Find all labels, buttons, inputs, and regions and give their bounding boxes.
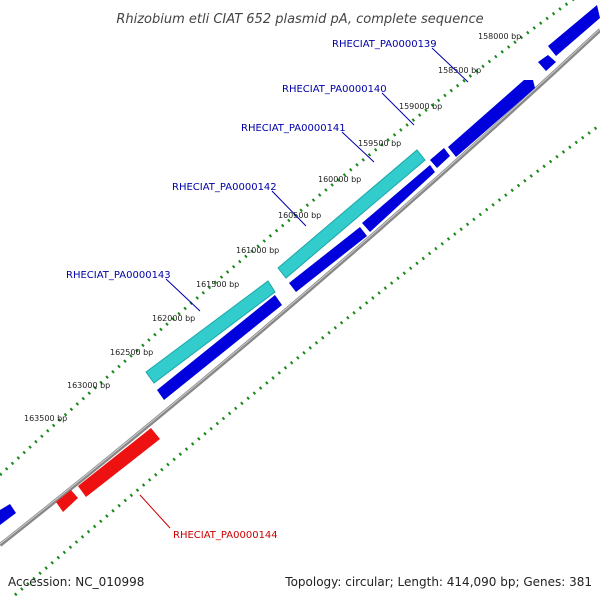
gene-arrow-142[interactable]	[362, 165, 435, 232]
backbone-line	[0, 28, 600, 547]
map-title: Rhizobium etli CIAT 652 plasmid pA, comp…	[116, 12, 483, 27]
tick-label-158500: 158500 bp	[438, 66, 481, 75]
tick-label-160000: 160000 bp	[318, 175, 361, 184]
gene-label-140[interactable]: RHECIAT_PA0000140	[282, 84, 387, 95]
leader-141	[341, 131, 375, 163]
outer-tick-arc-upper	[0, 0, 575, 477]
gene-arrow-143[interactable]	[289, 227, 367, 292]
tick-label-160500: 160500 bp	[278, 211, 321, 220]
accession-text: Accession: NC_010998	[8, 575, 144, 589]
tick-label-162500: 162500 bp	[110, 348, 153, 357]
tick-label-163500: 163500 bp	[24, 414, 67, 423]
gene-label-142[interactable]: RHECIAT_PA0000142	[172, 182, 277, 193]
forward-genes	[0, 5, 600, 525]
label-leaders	[139, 47, 469, 529]
tick-label-158000: 158000 bp	[478, 32, 521, 41]
gene-arrow-140[interactable]	[448, 80, 535, 157]
gene-cyan-upper[interactable]	[277, 149, 426, 279]
gene-arrow-144b[interactable]	[56, 490, 78, 512]
tick-label-161000: 161000 bp	[236, 246, 279, 255]
gene-cyan-lower[interactable]	[145, 280, 276, 384]
gene-label-139[interactable]: RHECIAT_PA0000139	[332, 39, 437, 50]
tick-label-159000: 159000 bp	[399, 102, 442, 111]
tick-label-162000: 162000 bp	[152, 314, 195, 323]
leader-142	[271, 190, 307, 227]
gene-label-141[interactable]: RHECIAT_PA0000141	[241, 123, 346, 134]
tick-labels: 158000 bp 158500 bp 159000 bp 159500 bp …	[24, 32, 521, 423]
tick-label-159500: 159500 bp	[358, 139, 401, 148]
gene-arrow-139b[interactable]	[538, 55, 556, 71]
gene-arrow-139[interactable]	[548, 5, 600, 56]
tick-label-163000: 163000 bp	[67, 381, 110, 390]
gene-label-143[interactable]: RHECIAT_PA0000143	[66, 270, 171, 281]
gene-arrow-144[interactable]	[78, 428, 160, 497]
gene-arrow-left[interactable]	[0, 504, 16, 525]
reverse-genes	[56, 428, 160, 512]
summary-text: Topology: circular; Length: 414,090 bp; …	[284, 575, 592, 589]
gene-label-144[interactable]: RHECIAT_PA0000144	[173, 530, 278, 541]
highlighted-genes	[145, 149, 426, 384]
gene-arrow-143b[interactable]	[157, 295, 282, 400]
leader-143	[165, 278, 201, 312]
leader-140	[381, 92, 415, 126]
tick-label-161500: 161500 bp	[196, 280, 239, 289]
gene-arrow-141[interactable]	[430, 148, 450, 168]
outer-tick-arc-lower	[14, 123, 600, 597]
leader-144	[139, 494, 171, 529]
gene-labels: RHECIAT_PA0000139 RHECIAT_PA0000140 RHEC…	[66, 39, 437, 541]
leader-139	[431, 47, 469, 83]
